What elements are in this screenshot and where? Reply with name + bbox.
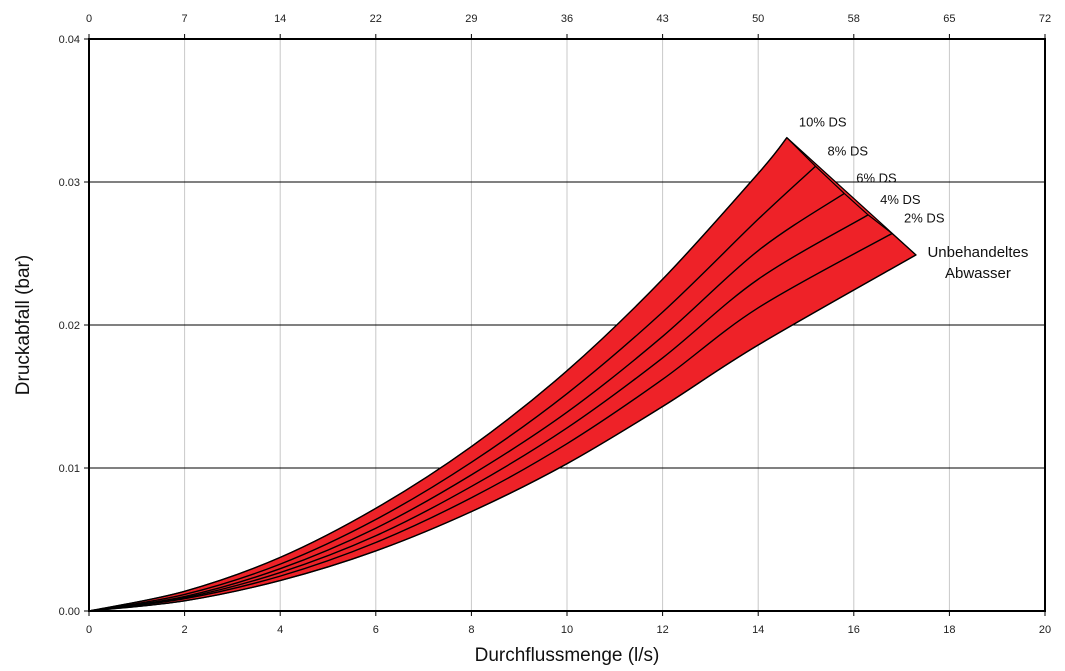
curves (88, 137, 917, 612)
curve-labels: 10% DS 8% DS 6% DS 4% DS 2% DS Unbehandeltes A… (799, 115, 1029, 282)
curve-label: 8% DS (828, 143, 869, 158)
x-tick-label: 14 (752, 624, 764, 636)
grid (89, 39, 1045, 611)
top-tick-label: 36 (561, 13, 573, 25)
x-tick-label: 18 (943, 624, 955, 636)
x-tick-label: 16 (848, 624, 860, 636)
curve-line (88, 165, 817, 612)
x-tick-label: 2 (182, 624, 188, 636)
x-tick-label: 12 (656, 624, 668, 636)
y-tick-label: 0.03 (59, 177, 80, 189)
curve-label: 4% DS (880, 192, 921, 207)
x-tick-label: 4 (277, 624, 283, 636)
curve-line (88, 254, 917, 612)
top-tick-label: 14 (274, 13, 286, 25)
curve-label-line: Abwasser (945, 265, 1011, 282)
y-axis-title: Druckabfall (bar) (13, 255, 34, 395)
top-tick-label: 0 (86, 13, 92, 25)
top-tick-label: 50 (752, 13, 764, 25)
end-cap-line (786, 137, 917, 256)
top-tick-label: 29 (465, 13, 477, 25)
top-tick-label: 43 (656, 13, 668, 25)
x-tick-label: 8 (468, 624, 474, 636)
curve-label: 6% DS (856, 170, 897, 185)
top-tick-label: 72 (1039, 13, 1051, 25)
x-tick-label: 20 (1039, 624, 1051, 636)
plot-area (88, 38, 1046, 612)
x-tick-label: 10 (561, 624, 573, 636)
curve-label: 10% DS (799, 115, 847, 130)
top-tick-label: 7 (182, 13, 188, 25)
curve-line (88, 137, 788, 612)
top-tick-label: 58 (848, 13, 860, 25)
top-tick-label: 22 (370, 13, 382, 25)
x-axis-title: Durchflussmenge (l/s) (475, 645, 660, 666)
curve-label: Unbehandeltes Abwasser (927, 244, 1028, 282)
y-tick-label: 0.01 (59, 463, 80, 475)
top-tick-label: 65 (943, 13, 955, 25)
curve-line (88, 214, 869, 612)
x-axis-ticks: 0 2 4 6 8 10 12 14 16 18 20 (86, 611, 1051, 636)
top-axis-ticks: 0 7 14 22 29 36 43 50 58 65 72 (86, 13, 1051, 39)
y-tick-label: 0.02 (59, 320, 80, 332)
x-tick-label: 0 (86, 624, 92, 636)
x-tick-label: 6 (373, 624, 379, 636)
curve-label: 2% DS (904, 210, 945, 225)
y-tick-label: 0.00 (59, 606, 80, 618)
y-tick-label: 0.04 (59, 34, 80, 46)
curve-label-line: Unbehandeltes (927, 244, 1028, 261)
curve-line (88, 232, 893, 612)
y-axis-ticks: 0.00 0.01 0.02 0.03 0.04 (59, 34, 89, 618)
curve-line (88, 192, 845, 612)
